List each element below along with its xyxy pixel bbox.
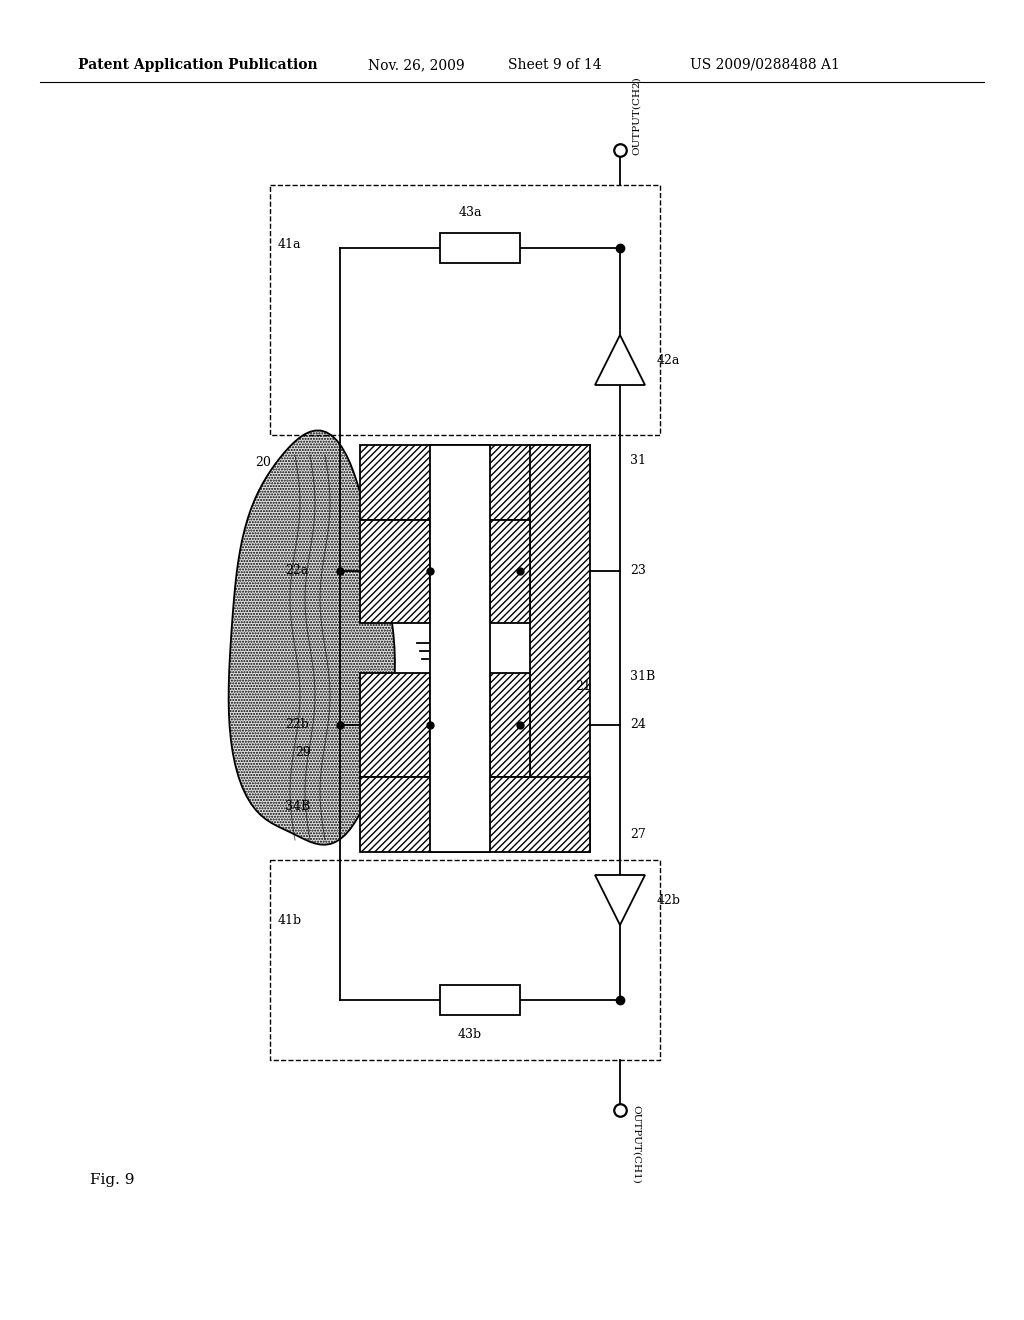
Text: Fig. 9: Fig. 9 xyxy=(90,1173,134,1187)
Text: 34B: 34B xyxy=(285,800,310,813)
Text: 24: 24 xyxy=(630,718,646,731)
Text: 43a: 43a xyxy=(459,206,481,219)
Polygon shape xyxy=(595,875,645,925)
Bar xyxy=(430,445,490,851)
Text: 20: 20 xyxy=(255,455,271,469)
Polygon shape xyxy=(595,335,645,385)
Text: 43b: 43b xyxy=(458,1028,482,1041)
Bar xyxy=(360,520,430,623)
Polygon shape xyxy=(228,430,395,845)
Text: 23: 23 xyxy=(630,565,646,578)
Text: 42b: 42b xyxy=(657,894,681,907)
Text: 42a: 42a xyxy=(657,354,680,367)
Text: 27: 27 xyxy=(630,829,646,842)
Text: 29: 29 xyxy=(295,746,310,759)
Text: 31: 31 xyxy=(630,454,646,466)
Text: 41a: 41a xyxy=(278,239,301,252)
Text: 21: 21 xyxy=(575,681,591,693)
Text: Patent Application Publication: Patent Application Publication xyxy=(78,58,317,73)
Bar xyxy=(440,985,520,1015)
Text: 41b: 41b xyxy=(278,913,302,927)
Bar xyxy=(360,673,430,777)
Text: Sheet 9 of 14: Sheet 9 of 14 xyxy=(508,58,602,73)
Bar xyxy=(360,445,590,520)
Bar xyxy=(360,777,590,851)
Bar xyxy=(530,445,590,851)
Text: US 2009/0288488 A1: US 2009/0288488 A1 xyxy=(690,58,840,73)
Text: 31B: 31B xyxy=(630,671,655,684)
Text: 22b: 22b xyxy=(285,718,309,731)
Text: 22a: 22a xyxy=(285,565,308,578)
Bar xyxy=(440,234,520,263)
Bar xyxy=(490,673,530,777)
Text: Nov. 26, 2009: Nov. 26, 2009 xyxy=(368,58,465,73)
Text: OUTPUT(CH1): OUTPUT(CH1) xyxy=(632,1105,641,1184)
Bar xyxy=(490,520,530,623)
Text: OUTPUT(CH2): OUTPUT(CH2) xyxy=(632,77,641,154)
